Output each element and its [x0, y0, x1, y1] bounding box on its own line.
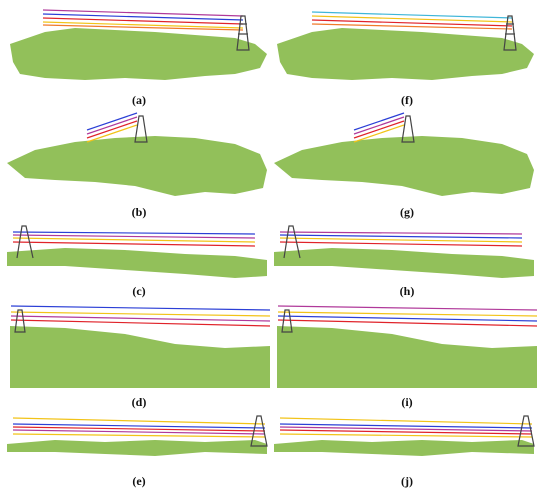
panel-h-point-cloud	[272, 220, 537, 280]
panel-d-point-cloud	[5, 296, 270, 390]
panel-c-label: (c)	[132, 284, 146, 298]
panel-d-label: (d)	[131, 395, 147, 409]
panel-j-point-cloud	[272, 410, 537, 465]
panel-c-point-cloud	[5, 220, 270, 280]
panel-e-label: (e)	[132, 474, 146, 488]
panel-a-label: (a)	[132, 93, 146, 107]
panel-b-point-cloud	[5, 108, 270, 203]
panel-f-label: (f)	[401, 93, 413, 107]
panel-a-point-cloud	[5, 2, 270, 87]
panel-i-label: (i)	[401, 395, 413, 409]
panel-e-point-cloud	[5, 410, 270, 465]
panel-j-label: (j)	[401, 474, 413, 488]
panel-i-point-cloud	[272, 296, 537, 390]
panel-b-label: (b)	[131, 205, 147, 219]
panel-f-point-cloud	[272, 2, 537, 87]
panel-h-label: (h)	[399, 284, 415, 298]
panel-g-label: (g)	[400, 205, 414, 219]
panel-g-point-cloud	[272, 108, 537, 203]
